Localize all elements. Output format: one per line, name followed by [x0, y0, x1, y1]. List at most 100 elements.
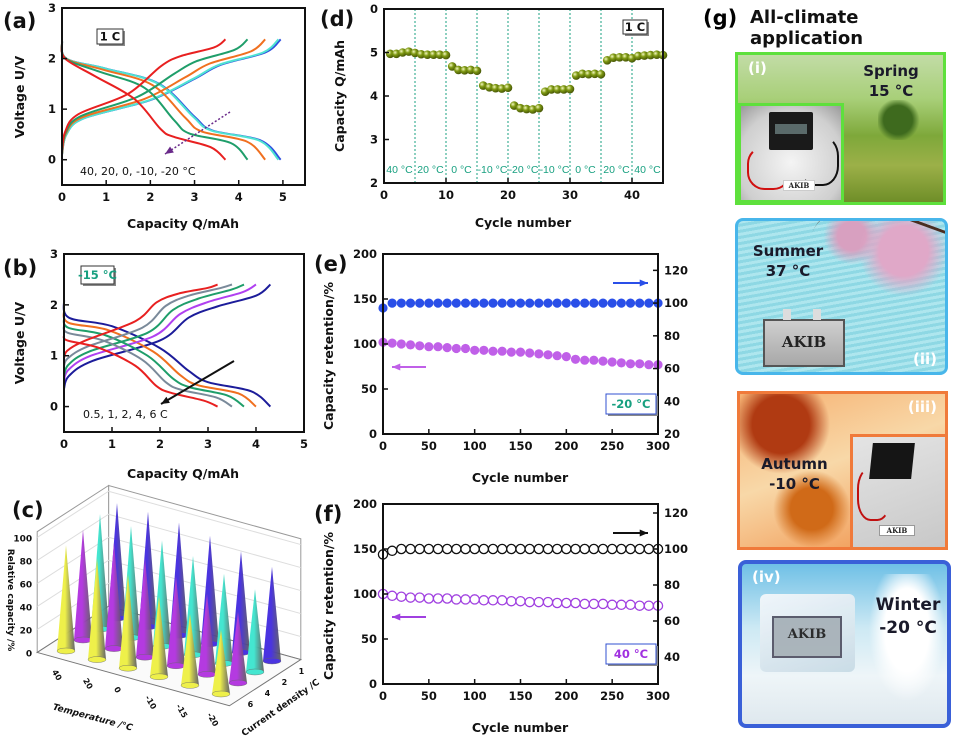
data-point: [633, 51, 643, 61]
capacity-retention-point: [396, 591, 407, 602]
x-axis-title: Cycle number: [472, 470, 569, 485]
x-tick-label: 0: [379, 689, 387, 703]
coulombic-efficiency-point: [515, 298, 526, 308]
y-axis-title: Voltage U/V: [12, 55, 27, 138]
box-frame: [96, 28, 124, 45]
charge-curve-4: [61, 38, 227, 153]
y-tick-label: 0: [369, 427, 377, 441]
capacity-retention-point: [432, 593, 444, 604]
trend-arrow: [164, 111, 231, 155]
cone-bar: [166, 576, 186, 669]
cone-bar: [228, 611, 248, 687]
season-name: Summer: [752, 242, 824, 260]
panel-label: (e): [314, 252, 347, 276]
capacity-retention-point: [433, 342, 443, 352]
capacity-retention-point: [386, 590, 398, 602]
chart-panel-f: (f) 0 50 100 150 200 250 300 0 50 100 150 200 40 60 80 1…: [314, 497, 688, 735]
cone-body: [136, 558, 154, 658]
coulombic-efficiency-point: [561, 298, 571, 308]
capacity-retention-point: [625, 599, 636, 611]
cone-base: [56, 647, 76, 655]
trend-arrow: [160, 360, 235, 405]
plot-frame: [61, 7, 306, 186]
coulombic-efficiency-point: [506, 543, 517, 555]
season-temp: -20 °C: [879, 617, 937, 638]
temperature-tick-label: -10: [143, 694, 158, 711]
arrow-head: [639, 529, 648, 537]
capacity-retention-point: [597, 598, 609, 610]
y2-tick-label: 20: [664, 427, 680, 441]
z-tick-label: 100: [13, 534, 32, 544]
x-tick-label: 2: [146, 190, 154, 204]
capacity-retention-point: [515, 347, 526, 357]
battery-label-spring: AKIB: [783, 180, 815, 191]
panel-label: (a): [3, 9, 36, 33]
capacity-retention-point: [634, 600, 645, 611]
inset-photo-meter: AKIB: [738, 103, 844, 202]
temperature-tick-label: -20: [205, 711, 220, 728]
panel-label-g: (g): [703, 6, 738, 30]
season-temp: -10 °C: [769, 475, 820, 494]
y2-tick-label: 60: [664, 614, 680, 628]
data-point: [454, 65, 463, 75]
y-tick-label: 5: [370, 46, 378, 60]
chart-panel-e: (e) 0 50 100 150 200 250 300 0 50 100 150 200 20 40 60 8…: [314, 247, 688, 485]
capacity-retention-point: [470, 345, 480, 355]
capacity-retention-point: [396, 339, 406, 349]
coulombic-efficiency-point: [616, 298, 626, 308]
segment-label: 20 °C: [417, 164, 444, 176]
plot-area: 40 °C 20 °C 0 °C -10 °C -20 °C -10 °C 0 °C 20 °…: [385, 9, 668, 183]
y-tick-label: 0: [50, 400, 58, 414]
capacity-retention-point: [506, 347, 516, 357]
x-tick-label: 5: [279, 190, 287, 204]
winter-season: Winter -20 °C: [868, 594, 947, 640]
capacity-retention-point: [607, 357, 617, 367]
discharge-curve-1: [62, 309, 257, 408]
y2-tick-label: 100: [664, 296, 688, 310]
capacity-retention-point: [515, 595, 526, 607]
x-axis-title: Capacity Q/mAh: [127, 466, 239, 481]
capacity-retention-point: [643, 600, 655, 611]
capacity-retention-point: [506, 595, 517, 607]
photos-title: All-climate application: [750, 7, 864, 49]
cone-base: [87, 656, 107, 663]
cone-base: [262, 657, 282, 665]
frozen-battery: AKIB: [772, 616, 842, 658]
discharge-curve-4: [60, 43, 227, 161]
cone-bar: [87, 558, 107, 663]
z-tick-label: 80: [20, 557, 33, 567]
temperature-tick-label: 0: [112, 685, 123, 695]
current-tick-label: 2: [282, 678, 288, 687]
capacity-retention-point: [441, 593, 453, 604]
box-label-text: -20 °C: [612, 397, 651, 411]
x-axis-title: Capacity Q/mAh: [127, 216, 239, 231]
capacity-retention-point: [524, 596, 535, 608]
coulombic-efficiency-point: [561, 543, 572, 555]
coulombic-efficiency-point: [496, 543, 508, 555]
coulombic-efficiency-point: [625, 298, 636, 308]
coulombic-efficiency-point: [478, 543, 490, 555]
coulombic-efficiency-point: [497, 298, 507, 308]
cone-body: [88, 558, 106, 660]
y-tick-label: 2: [50, 298, 58, 312]
coulombic-efficiency-point: [551, 543, 563, 555]
x-tick-label: 300: [646, 689, 670, 703]
y-tick-label: 1: [50, 349, 58, 363]
x-tick-label: 10: [438, 188, 454, 202]
cone-body: [119, 573, 137, 669]
cone-base: [211, 690, 231, 698]
season-temp: 37 °C: [765, 262, 811, 281]
panel-label: (f): [314, 502, 342, 526]
cone-body: [263, 566, 281, 661]
data-point: [565, 84, 575, 94]
y-tick-label: 100: [353, 587, 377, 601]
capacity-retention-point: [533, 596, 545, 608]
coulombic-efficiency-point: [625, 543, 636, 555]
current-tick-label: 4: [265, 689, 271, 698]
z-tick-label: 40: [20, 603, 33, 613]
discharge-curve-2: [62, 317, 245, 408]
pouch-battery: AKIB: [763, 309, 845, 367]
discharge-curve-0: [62, 299, 272, 408]
summer-season: Summer 37 °C: [748, 241, 828, 282]
coulombic-efficiency-point: [488, 298, 498, 308]
